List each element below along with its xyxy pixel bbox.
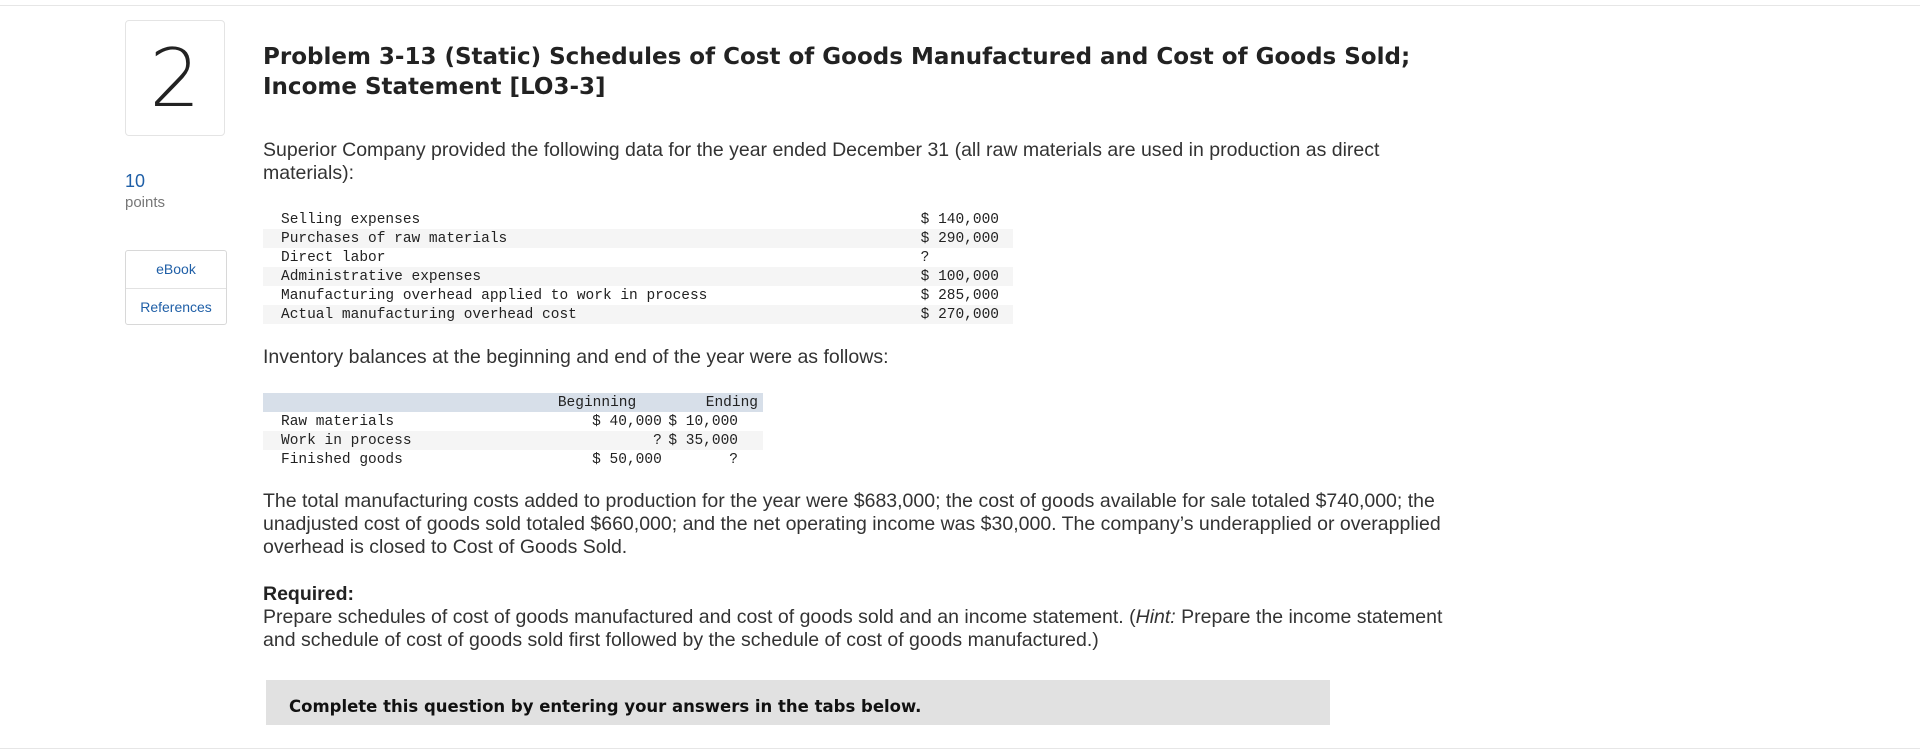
inventory-table: Beginning Ending Raw materials $ 40,000 $ …: [263, 393, 763, 469]
data-row-label: Direct labor: [281, 249, 386, 266]
data-row-label: Manufacturing overhead applied to work i…: [281, 287, 708, 304]
data-row-value: $ 270,000: [920, 306, 999, 323]
top-divider: [0, 5, 1920, 6]
data-row: Administrative expenses $ 100,000: [263, 267, 1013, 286]
points-value: 10: [125, 171, 146, 191]
data-row: Manufacturing overhead applied to work i…: [263, 286, 1013, 305]
data-row-label: Selling expenses: [281, 211, 421, 228]
required-label: Required:: [263, 583, 355, 605]
data-row-value: $ 100,000: [920, 268, 999, 285]
data-row-label: Administrative expenses: [281, 268, 482, 285]
inventory-row: Raw materials $ 40,000 $ 10,000: [263, 412, 763, 431]
inventory-row: Work in process? $ 35,000: [263, 431, 763, 450]
required-text-end: Prepare the income statement and schedul…: [263, 606, 1443, 651]
inventory-row: Finished goods $ 50,000?: [263, 450, 763, 469]
ending-header: Ending: [705, 394, 758, 411]
points-label: points: [125, 194, 166, 211]
data-row-value: $ 140,000: [920, 211, 999, 228]
resource-links: eBook References: [125, 250, 227, 325]
data-row: Actual manufacturing overhead cost $ 270,…: [263, 305, 1013, 324]
inventory-header-row: Beginning Ending: [263, 393, 763, 412]
cost-data-table: Selling expenses $ 140,000 Purchases of ra…: [263, 210, 1013, 324]
inventory-beginning: $ 50,000: [592, 451, 662, 468]
inventory-ending: $ 10,000: [668, 413, 738, 430]
inventory-row-label: Finished goods: [281, 451, 403, 468]
required-section: Required: Prepare schedules of cost of g…: [263, 583, 1443, 652]
data-row-value: ?: [920, 249, 930, 266]
inventory-beginning: $ 40,000: [592, 413, 662, 430]
data-row-label: Purchases of raw materials: [281, 230, 508, 247]
inventory-ending: $ 35,000: [668, 432, 738, 449]
references-button[interactable]: References: [126, 288, 226, 326]
data-row: Direct labor?: [263, 248, 1013, 267]
required-text-start: Prepare schedules of cost of goods manuf…: [263, 606, 1136, 628]
problem-title: Problem 3-13 (Static) Schedules of Cost …: [263, 44, 1411, 100]
totals-paragraph: The total manufacturing costs added to p…: [263, 490, 1441, 558]
inventory-intro: Inventory balances at the beginning and …: [263, 346, 889, 368]
inventory-beginning: ?: [653, 432, 662, 449]
problem-intro: Superior Company provided the following …: [263, 139, 1380, 184]
beginning-header: Beginning: [557, 394, 637, 411]
instructions-banner: Complete this question by entering your …: [266, 680, 1330, 725]
question-number: 2: [125, 20, 225, 136]
ebook-button[interactable]: eBook: [156, 261, 196, 277]
data-row-value: $ 290,000: [920, 230, 999, 247]
data-row: Selling expenses $ 140,000: [263, 210, 1013, 229]
hint-label: Hint:: [1135, 606, 1176, 628]
data-row: Purchases of raw materials $ 290,000: [263, 229, 1013, 248]
inventory-ending: ?: [729, 451, 738, 468]
bottom-divider: [0, 748, 1920, 749]
inventory-row-label: Raw materials: [281, 413, 395, 430]
data-row-value: $ 285,000: [920, 287, 999, 304]
data-row-label: Actual manufacturing overhead cost: [281, 306, 577, 323]
inventory-row-label: Work in process: [281, 432, 412, 449]
